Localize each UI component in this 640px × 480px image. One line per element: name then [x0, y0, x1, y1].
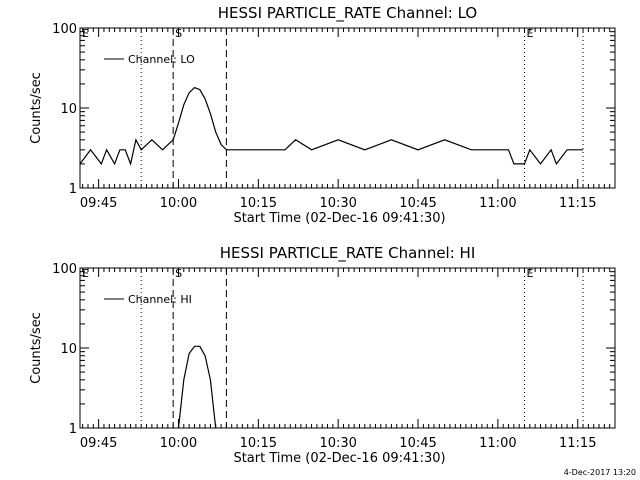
y-tick-label: 10 — [60, 342, 77, 357]
y-tick-label: 100 — [52, 262, 77, 277]
x-tick-label: 10:45 — [399, 436, 436, 451]
chart-lo-channel: HESSI PARTICLE_RATE Channel: LOESE110100… — [29, 4, 616, 226]
chart-title: HESSI PARTICLE_RATE Channel: HI — [220, 244, 476, 263]
x-tick-label: 10:45 — [399, 196, 436, 211]
series-line — [80, 86, 584, 166]
x-tick-label: 10:15 — [240, 196, 277, 211]
y-tick-label: 10 — [60, 102, 77, 117]
plot-frame — [79, 267, 616, 429]
x-tick-label: 11:00 — [479, 196, 516, 211]
series-line — [177, 345, 217, 428]
y-axis-label: Counts/sec — [29, 72, 44, 144]
y-tick-label: 100 — [52, 22, 77, 37]
y-tick-label: 1 — [69, 422, 77, 437]
x-tick-label: 10:00 — [160, 196, 197, 211]
x-tick-label: 10:15 — [240, 436, 277, 451]
marker-label: E — [527, 27, 534, 40]
footer-timestamp: 4-Dec-2017 13:20 — [564, 468, 636, 477]
x-tick-label: 10:00 — [160, 436, 197, 451]
x-tick-label: 09:45 — [80, 436, 117, 451]
x-tick-label: 11:00 — [479, 436, 516, 451]
x-axis-label: Start Time (02-Dec-16 09:41:30) — [233, 211, 445, 226]
x-tick-label: 11:15 — [559, 436, 596, 451]
x-tick-label: 10:30 — [319, 436, 356, 451]
marker-label: E — [82, 267, 89, 280]
x-tick-label: 09:45 — [80, 196, 117, 211]
legend-entry: Channel: HI — [128, 293, 192, 306]
y-axis-label: Counts/sec — [29, 312, 44, 384]
marker-label: E — [82, 27, 89, 40]
chart-title: HESSI PARTICLE_RATE Channel: LO — [218, 4, 477, 23]
x-axis-label: Start Time (02-Dec-16 09:41:30) — [233, 451, 445, 466]
chart-hi-channel: HESSI PARTICLE_RATE Channel: HIESE110100… — [29, 244, 616, 466]
plot-frame — [79, 27, 616, 189]
y-tick-label: 1 — [69, 182, 77, 197]
marker-label: E — [527, 267, 534, 280]
x-tick-label: 11:15 — [559, 196, 596, 211]
legend-entry: Channel: LO — [128, 53, 195, 66]
x-tick-label: 10:30 — [319, 196, 356, 211]
